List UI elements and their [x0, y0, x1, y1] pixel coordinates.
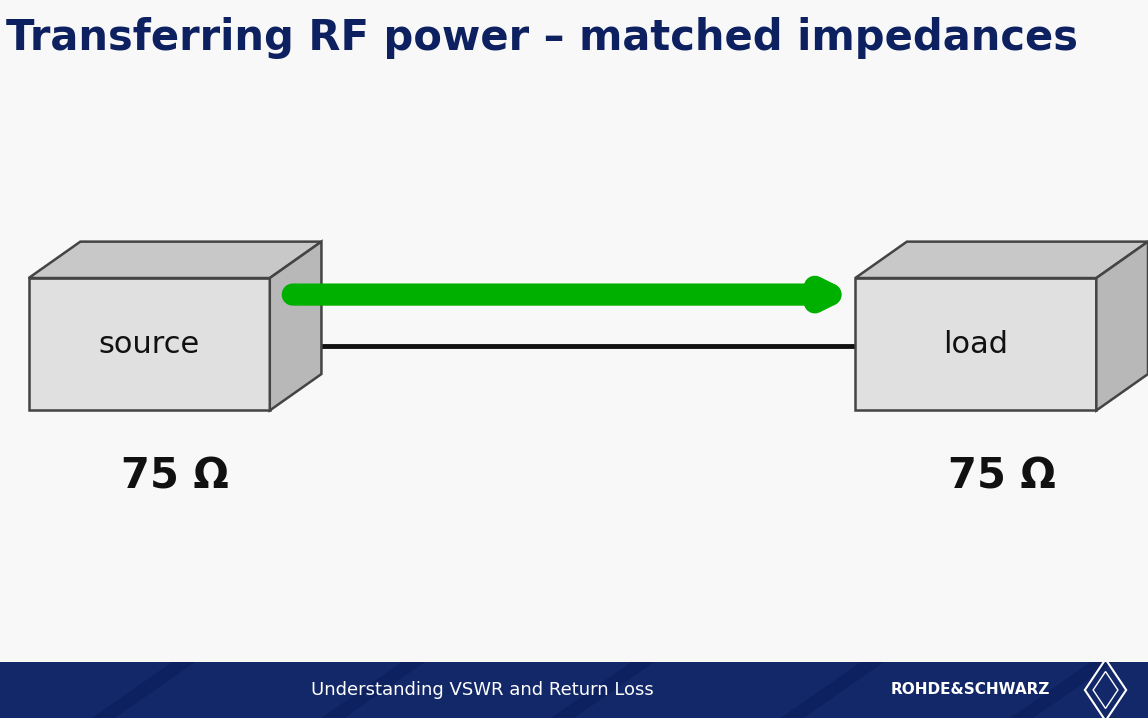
Text: load: load: [944, 330, 1008, 359]
Polygon shape: [1033, 662, 1148, 718]
Polygon shape: [344, 662, 631, 718]
Text: ROHDE&SCHWARZ: ROHDE&SCHWARZ: [891, 683, 1049, 697]
Text: Transferring RF power – matched impedances: Transferring RF power – matched impedanc…: [6, 17, 1078, 59]
Text: Understanding VSWR and Return Loss: Understanding VSWR and Return Loss: [311, 681, 653, 699]
Polygon shape: [0, 662, 172, 718]
Text: source: source: [99, 330, 200, 359]
Text: 75 Ω: 75 Ω: [948, 456, 1055, 498]
Text: 75 Ω: 75 Ω: [122, 456, 228, 498]
Polygon shape: [855, 242, 1148, 278]
Polygon shape: [115, 662, 402, 718]
Polygon shape: [29, 242, 321, 278]
Polygon shape: [270, 242, 321, 411]
Polygon shape: [1096, 242, 1148, 411]
Bar: [855, 278, 1096, 411]
Polygon shape: [804, 662, 1091, 718]
Bar: [29, 278, 270, 411]
Polygon shape: [574, 662, 861, 718]
